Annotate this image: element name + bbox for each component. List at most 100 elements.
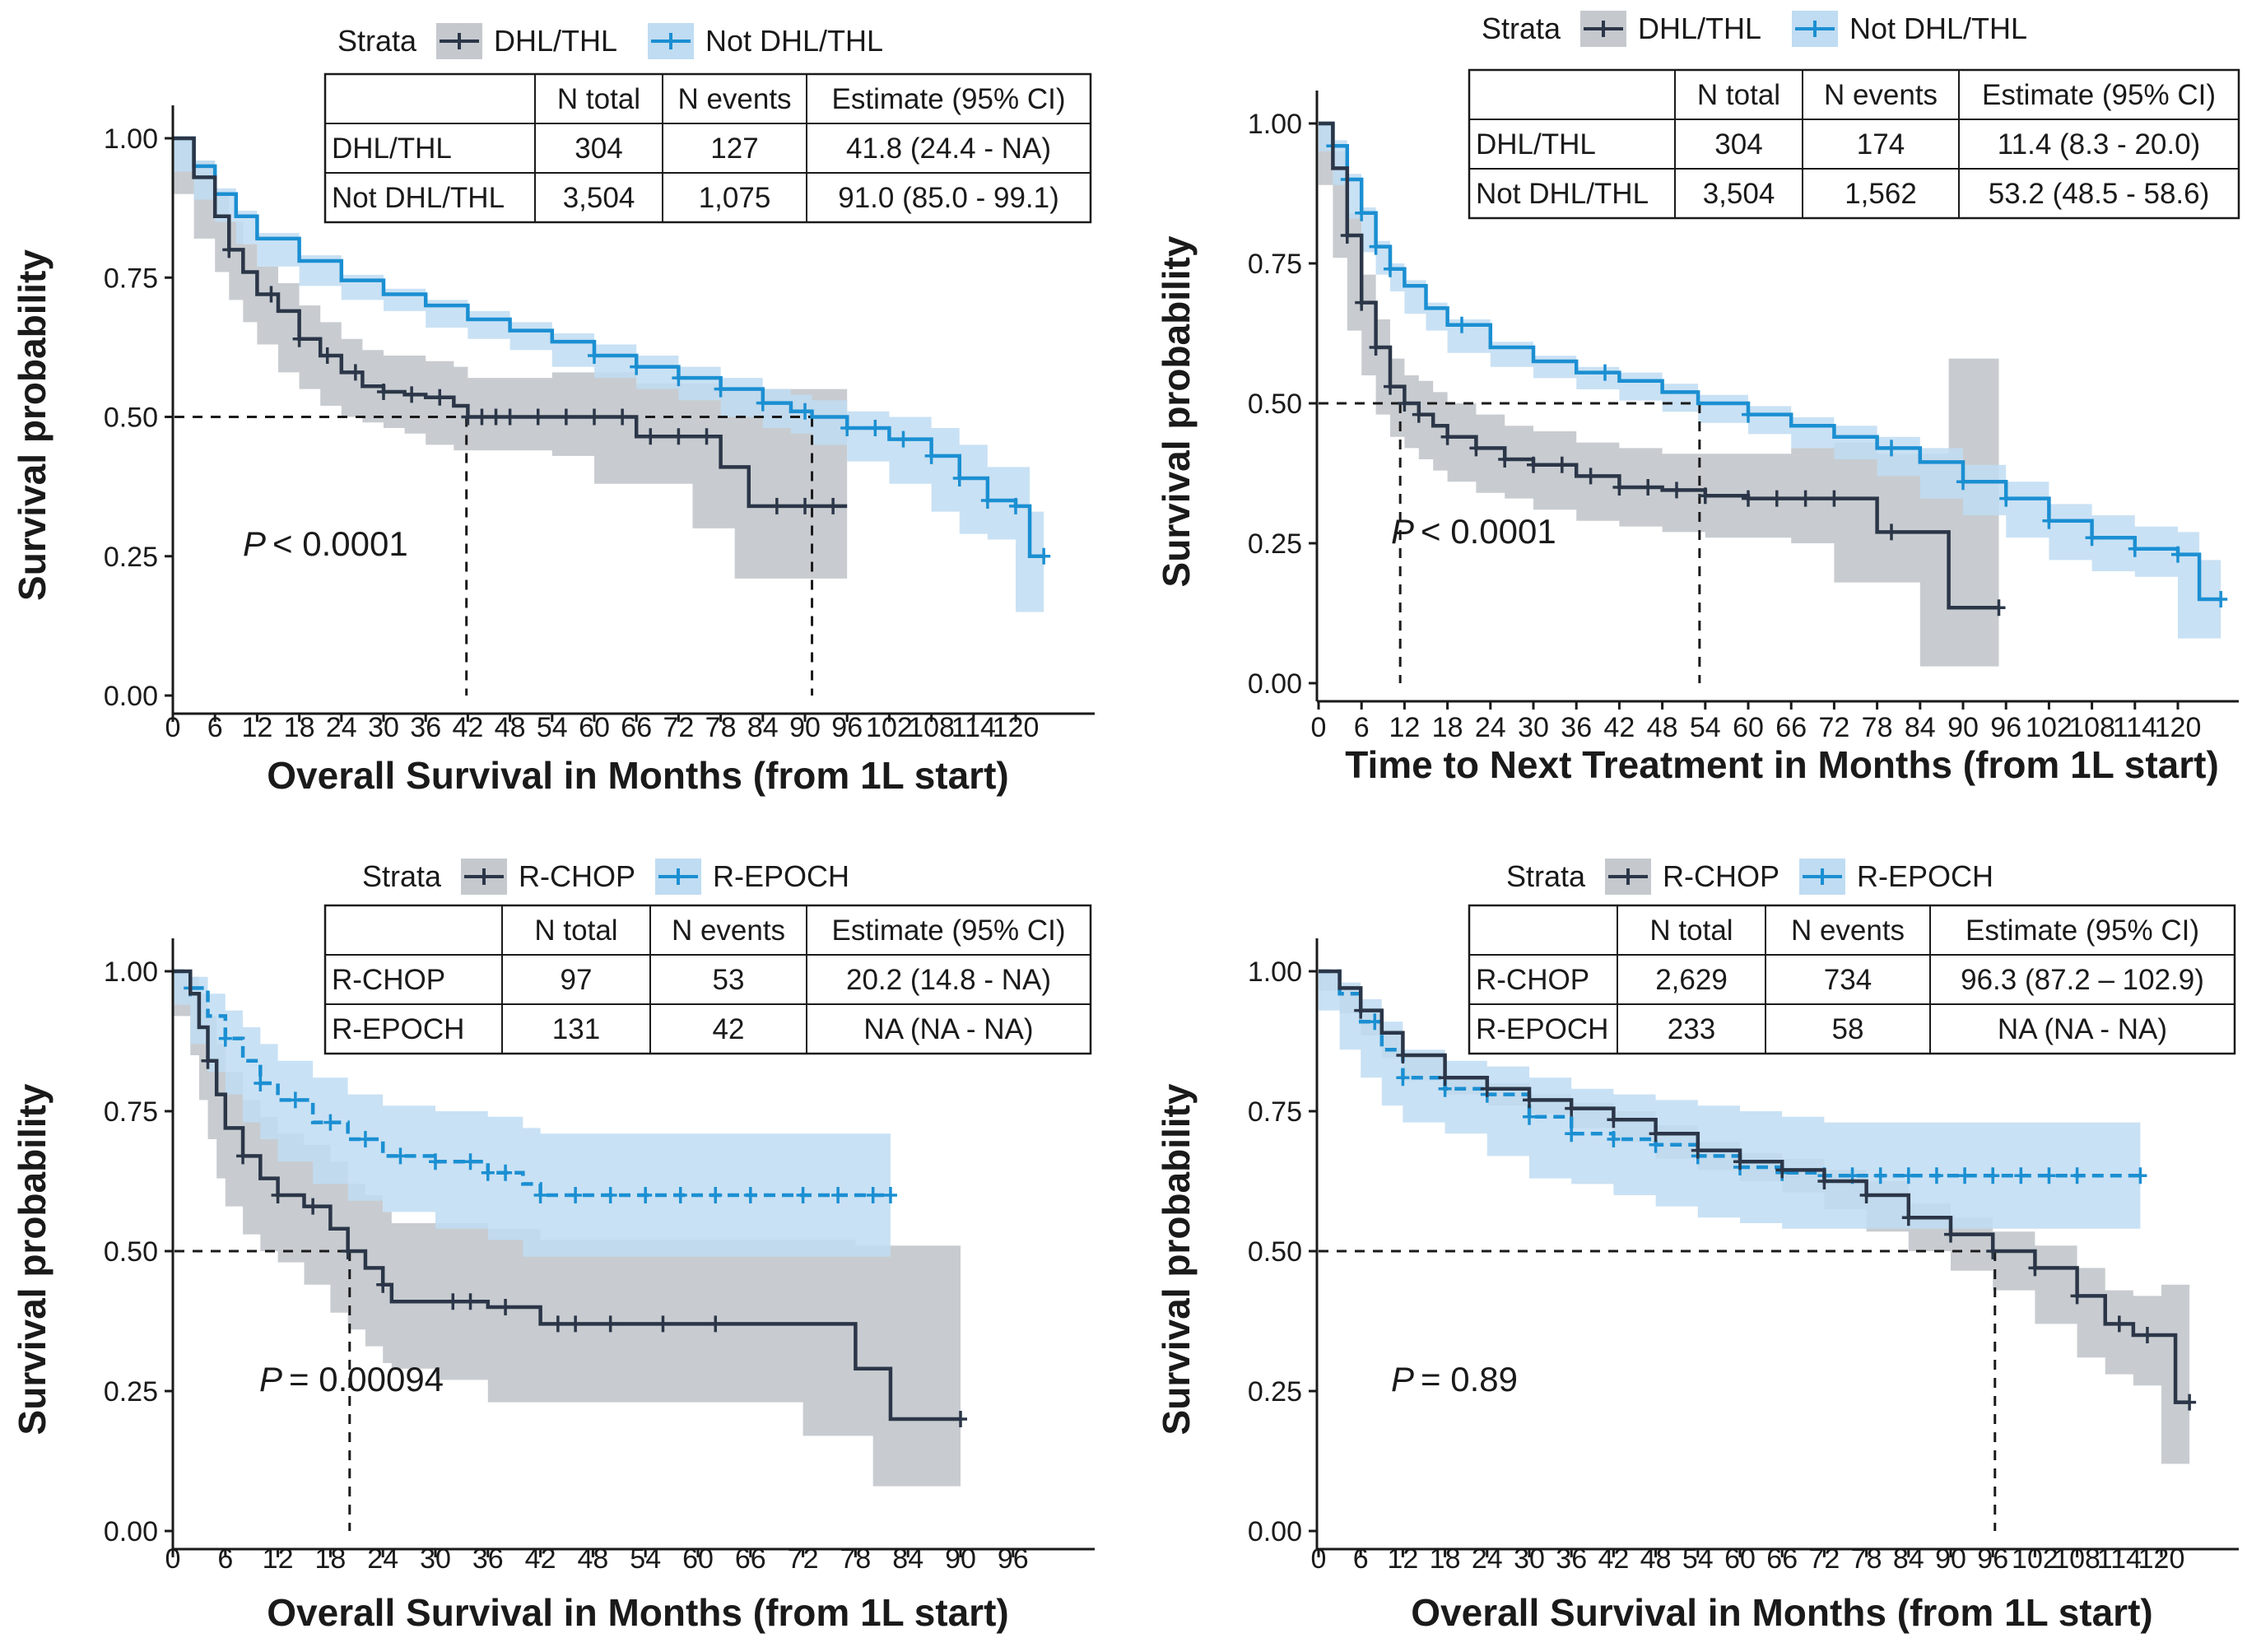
legend-entry-label: DHL/THL: [494, 24, 617, 58]
censor-mark-not-dhl-thl: [1999, 490, 2013, 507]
y-tick-label: 0.00: [1248, 1516, 1302, 1547]
p-value: = 0.89: [1421, 1360, 1518, 1398]
censor-mark-not-dhl-thl: [1742, 406, 1755, 423]
ci-band-dhl-thl: [1319, 123, 1999, 667]
censor-mark-r-chop: [341, 1243, 355, 1259]
censor-mark-r-chop: [1438, 1069, 1452, 1087]
censor-mark-dhl-thl: [1355, 294, 1369, 311]
table-cell: NA (NA - NA): [863, 1013, 1033, 1045]
x-tick-label: 6: [207, 712, 223, 743]
censor-mark-r-chop: [1354, 1002, 1368, 1019]
censor-mark-r-epoch: [429, 1153, 442, 1170]
x-tick-label: 120: [993, 712, 1040, 743]
table-cell: 42: [713, 1013, 745, 1045]
censor-mark-not-dhl-thl: [896, 430, 910, 448]
censor-mark-not-dhl-thl: [798, 403, 812, 420]
censor-mark-r-chop: [1817, 1173, 1831, 1189]
x-tick-label: 18: [1432, 712, 1463, 743]
survival-curve-not-dhl-thl: [1319, 121, 2221, 602]
censor-mark-r-chop: [1565, 1100, 1579, 1117]
estimate-table-frame: [1468, 68, 2240, 220]
censor-mark-not-dhl-thl: [924, 447, 938, 464]
y-tick-label: 1.00: [104, 123, 158, 155]
x-tick-label: 120: [2155, 712, 2202, 743]
estimate-table: N total N events Estimate (95% CI) R-CHOP 97…: [323, 904, 1092, 1055]
table-cell: 96.3 (87.2 – 102.9): [1961, 964, 2204, 996]
censor-mark-dhl-thl: [616, 408, 630, 426]
censor-mark-r-chop: [1859, 1187, 1873, 1203]
censor-mark-not-dhl-thl: [2085, 529, 2099, 547]
censor-mark-dhl-thl: [798, 497, 812, 514]
table-cell: 1,562: [1845, 178, 1917, 210]
censor-mark-dhl-thl: [1498, 451, 1512, 468]
table-cell: DHL/THL: [1476, 128, 1596, 161]
x-tick-label: 48: [495, 712, 526, 743]
p-value: = 0.00094: [289, 1360, 444, 1398]
censor-mark-r-chop: [1733, 1153, 1747, 1170]
x-tick-label: 18: [284, 712, 315, 743]
estimate-table-frame: [323, 72, 1092, 224]
x-tick-label: 36: [1556, 1543, 1587, 1575]
censor-mark-dhl-thl: [1670, 482, 1683, 499]
x-tick-label: 78: [1851, 1543, 1882, 1575]
censor-mark-r-epoch: [866, 1187, 880, 1203]
censor-mark-r-chop: [2183, 1394, 2197, 1411]
censor-mark-not-dhl-thl: [1369, 238, 1383, 255]
x-tick-label: 66: [621, 712, 652, 743]
censor-mark-r-epoch: [2042, 1167, 2056, 1184]
censor-mark-r-chop: [499, 1299, 513, 1315]
y-tick-label: 0.75: [104, 263, 158, 294]
x-tick-label: 66: [1775, 712, 1807, 743]
x-tick-label: 72: [663, 712, 694, 743]
censor-mark-r-epoch: [1523, 1108, 1536, 1125]
censor-mark-dhl-thl: [405, 386, 419, 403]
censor-mark-r-epoch: [1396, 1069, 1410, 1087]
censor-mark-dhl-thl: [292, 330, 306, 347]
censor-mark-r-chop: [271, 1187, 285, 1203]
censor-mark-dhl-thl: [644, 428, 658, 445]
censor-mark-r-epoch: [323, 1114, 337, 1131]
censor-mark-dhl-thl: [1698, 487, 1712, 505]
censor-mark-dhl-thl: [503, 408, 517, 426]
censor-mark-r-chop: [1649, 1125, 1663, 1142]
chart-panel-top-left: 0.00 0.25 0.50 0.75 1.00 0 6 12 18 24 30 36 42 48 54 60…: [11, 23, 1095, 797]
table-header-cell: Estimate (95% CI): [832, 914, 1066, 947]
x-tick-label: 84: [1905, 712, 1936, 743]
x-tick-label: 96: [998, 1543, 1029, 1575]
censor-mark-r-chop: [1944, 1226, 1957, 1243]
y-tick-label: 1.00: [104, 956, 158, 988]
censor-mark-not-dhl-thl: [672, 370, 686, 387]
censor-mark-r-epoch: [569, 1187, 583, 1203]
censor-mark-r-chop: [1691, 1142, 1705, 1159]
x-tick-label: 66: [1766, 1543, 1798, 1575]
x-axis-title: Time to Next Treatment in Months (from 1…: [1345, 743, 2219, 786]
x-tick-label: 108: [908, 712, 955, 743]
censor-mark-dhl-thl: [1584, 468, 1598, 485]
y-tick-label: 0.50: [1248, 1236, 1302, 1268]
legend-entry-label: R-CHOP: [519, 859, 635, 893]
censor-mark-r-chop: [1775, 1161, 1789, 1179]
table-cell: 131: [552, 1013, 600, 1045]
chart-panel-bottom-right: 0.00 0.25 0.50 0.75 1.00 0 6 12 18 24 30 36 42 48 54 60…: [1155, 859, 2239, 1634]
x-tick-label: 90: [1935, 1543, 1966, 1575]
censor-mark-not-dhl-thl: [952, 469, 966, 486]
x-tick-label: 72: [1818, 712, 1849, 743]
ci-band-r-epoch: [173, 971, 891, 1257]
y-tick-label: 0.50: [104, 403, 158, 434]
ci-band-not-dhl-thl: [1319, 123, 2221, 639]
censor-mark-not-dhl-thl: [1598, 364, 1612, 381]
censor-mark-r-epoch: [499, 1164, 513, 1181]
censor-mark-r-chop: [463, 1293, 477, 1310]
y-tick-label: 0.50: [1248, 389, 1302, 420]
x-tick-label: 72: [1808, 1543, 1840, 1575]
estimate-table: N total N events Estimate (95% CI) R-CHOP 2,…: [1468, 904, 2236, 1055]
table-cell: 2,629: [1655, 964, 1728, 996]
censor-mark-r-epoch: [1368, 1013, 1382, 1031]
table-cell: R-EPOCH: [332, 1013, 464, 1045]
censor-mark-not-dhl-thl: [2128, 540, 2142, 557]
censor-mark-r-chop: [1986, 1243, 2000, 1259]
estimate-table-frame: [1468, 904, 2236, 1055]
x-tick-label: 0: [165, 712, 181, 743]
censor-mark-r-chop: [2112, 1315, 2126, 1333]
